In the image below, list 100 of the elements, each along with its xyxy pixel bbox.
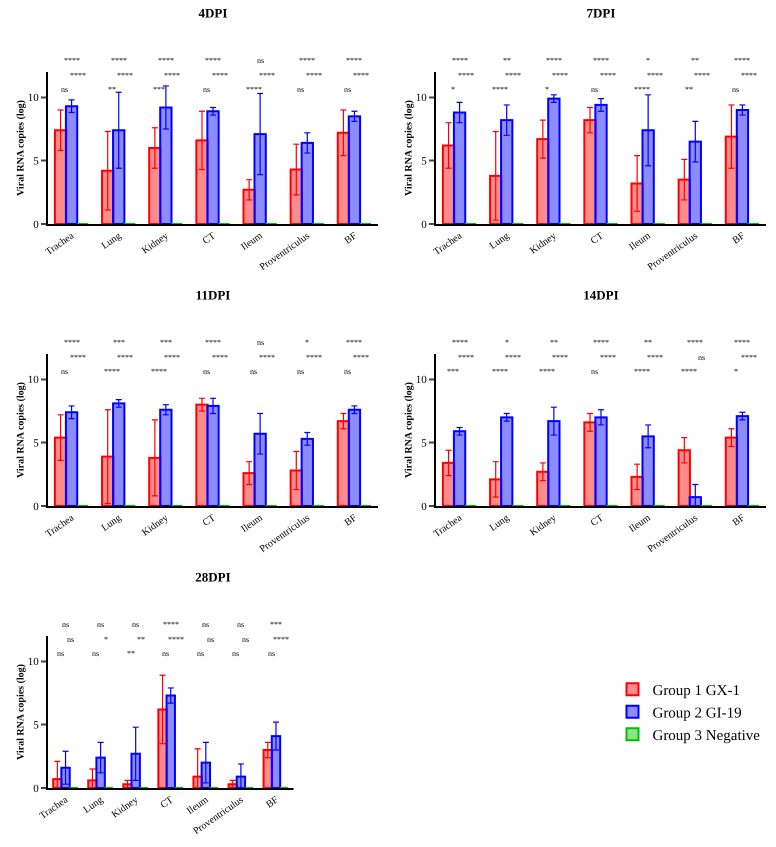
- bar: [678, 449, 691, 506]
- annotation: ****: [552, 71, 568, 80]
- annotation: ns: [591, 367, 598, 376]
- text: *: [305, 338, 309, 347]
- bar: [688, 496, 702, 506]
- y-tick-label: 0: [421, 218, 428, 231]
- text: ns: [97, 620, 104, 629]
- annotation: ****: [212, 71, 228, 80]
- bar: [112, 402, 126, 506]
- bar: [348, 408, 362, 506]
- bar: [452, 430, 466, 506]
- annotation: ****: [600, 71, 616, 80]
- annotation: ****: [505, 71, 521, 80]
- annotation: ****: [681, 367, 697, 376]
- annotation: **: [108, 85, 116, 94]
- annotation: ns: [232, 649, 240, 658]
- bar: [500, 416, 514, 506]
- annotation: ns: [57, 649, 64, 658]
- bar: [641, 435, 655, 506]
- y-tick-label: 0: [33, 218, 40, 231]
- annotation: ****: [273, 635, 289, 644]
- annotation: ****: [741, 71, 757, 80]
- annotation: ns: [591, 85, 598, 94]
- bar: [64, 105, 78, 224]
- annotation: **: [127, 649, 135, 658]
- y-axis-title: Viral RNA copies (log): [403, 382, 414, 478]
- text: **: [550, 338, 558, 347]
- annotation: ***: [153, 85, 165, 94]
- y-tick-label: 10: [28, 656, 40, 668]
- text: ns: [257, 56, 264, 65]
- annotation: ns: [67, 635, 74, 644]
- text: ****: [546, 56, 562, 65]
- annotation: ns: [203, 85, 210, 94]
- annotation: ****: [741, 353, 757, 362]
- annotation: ****: [492, 367, 508, 376]
- text: ****: [593, 56, 609, 65]
- x-tick-label: CT: [588, 230, 606, 247]
- annotation: **: [137, 635, 145, 644]
- annotation: ns: [242, 635, 250, 644]
- x-tick-label: CT: [158, 794, 176, 811]
- text: ns: [257, 338, 264, 347]
- bar: [95, 756, 106, 788]
- annotation: ****: [647, 353, 663, 362]
- annotation: ****: [634, 367, 650, 376]
- annotation: ****: [151, 367, 167, 376]
- annotation: ****: [458, 71, 474, 80]
- bar: [348, 115, 362, 224]
- bar: [547, 98, 561, 224]
- bar: [159, 106, 173, 224]
- y-axis-title: Viral RNA copies (log): [403, 100, 414, 196]
- annotation: ****: [492, 85, 508, 94]
- annotation: ns: [61, 85, 68, 94]
- text: ****: [299, 56, 315, 65]
- annotation: ***: [447, 367, 459, 376]
- text: ns: [202, 620, 210, 629]
- chart-title: 11DPI: [196, 288, 230, 303]
- x-tick-label: BF: [342, 512, 360, 529]
- y-tick-label: 5: [33, 720, 40, 732]
- y-axis-title: Viral RNA copies (log): [15, 100, 26, 196]
- y-tick-label: 5: [421, 156, 428, 168]
- annotation: ****: [70, 71, 86, 80]
- y-tick-label: 0: [33, 500, 40, 513]
- x-tick-label: Lung: [82, 794, 106, 816]
- annotation: ns: [197, 649, 204, 658]
- legend-label: Group 3 Negative: [652, 728, 760, 744]
- annotation: ns: [344, 85, 352, 94]
- text: ****: [64, 338, 80, 347]
- text: ****: [205, 56, 221, 65]
- legend-label: Group 2 GI-19: [652, 706, 742, 722]
- annotation: ns: [61, 367, 68, 376]
- bar: [547, 420, 561, 506]
- bar: [159, 408, 173, 506]
- y-axis-title: Viral RNA copies (log): [15, 382, 26, 478]
- x-tick-label: BF: [264, 794, 281, 811]
- text: ***: [113, 338, 125, 347]
- annotation: ****: [353, 71, 369, 80]
- y-tick-label: 0: [421, 500, 428, 513]
- bar: [270, 735, 282, 788]
- text: ***: [160, 338, 172, 347]
- annotation: ****: [212, 353, 228, 362]
- bar: [736, 109, 750, 224]
- bar: [452, 112, 466, 224]
- text: *: [505, 338, 509, 347]
- bar: [300, 438, 314, 506]
- annotation: ****: [164, 71, 180, 80]
- x-tick-label: BF: [342, 230, 360, 247]
- chart-title: 4DPI: [198, 6, 228, 21]
- y-axis-title: Viral RNA copies (log): [15, 664, 26, 760]
- text: ****: [452, 338, 468, 347]
- text: ****: [452, 56, 468, 65]
- annotation: ns: [92, 649, 100, 658]
- annotation: ****: [552, 353, 568, 362]
- text: ***: [270, 620, 282, 629]
- text: *: [646, 56, 650, 65]
- bar: [206, 110, 220, 224]
- text: **: [503, 56, 511, 65]
- annotation: ****: [353, 353, 369, 362]
- text: ****: [734, 338, 750, 347]
- y-tick-label: 10: [28, 92, 40, 104]
- text: ****: [593, 338, 609, 347]
